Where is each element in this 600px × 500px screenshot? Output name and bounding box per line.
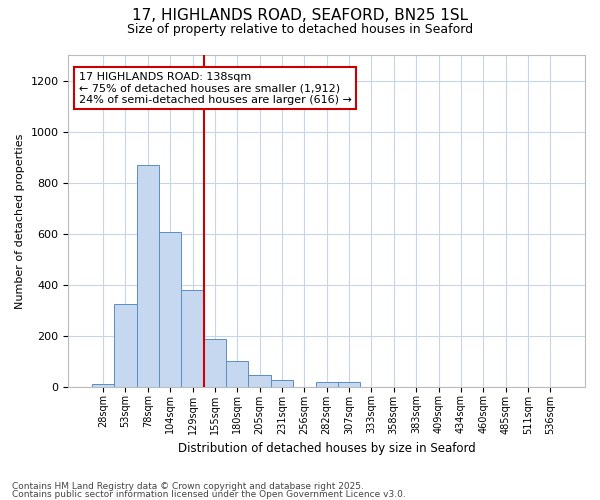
Bar — [137, 164, 159, 386]
Bar — [181, 290, 204, 386]
Bar — [204, 340, 226, 386]
Bar — [271, 380, 293, 386]
Bar — [248, 375, 271, 386]
Y-axis label: Number of detached properties: Number of detached properties — [15, 133, 25, 308]
Bar — [338, 382, 360, 386]
Text: Size of property relative to detached houses in Seaford: Size of property relative to detached ho… — [127, 22, 473, 36]
Bar — [226, 361, 248, 386]
Text: Contains HM Land Registry data © Crown copyright and database right 2025.: Contains HM Land Registry data © Crown c… — [12, 482, 364, 491]
X-axis label: Distribution of detached houses by size in Seaford: Distribution of detached houses by size … — [178, 442, 476, 455]
Bar — [159, 232, 181, 386]
Text: 17 HIGHLANDS ROAD: 138sqm
← 75% of detached houses are smaller (1,912)
24% of se: 17 HIGHLANDS ROAD: 138sqm ← 75% of detac… — [79, 72, 352, 105]
Bar — [92, 384, 114, 386]
Text: Contains public sector information licensed under the Open Government Licence v3: Contains public sector information licen… — [12, 490, 406, 499]
Bar — [316, 382, 338, 386]
Bar — [114, 304, 137, 386]
Text: 17, HIGHLANDS ROAD, SEAFORD, BN25 1SL: 17, HIGHLANDS ROAD, SEAFORD, BN25 1SL — [132, 8, 468, 22]
